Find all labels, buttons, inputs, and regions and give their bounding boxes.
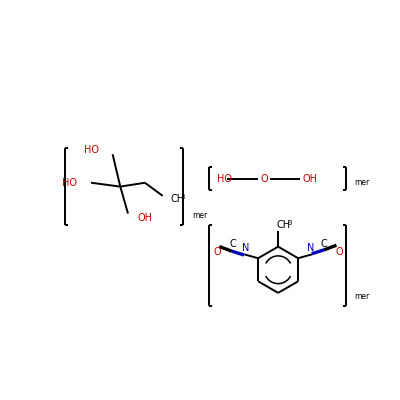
Text: O: O bbox=[214, 247, 221, 257]
Text: N: N bbox=[242, 243, 250, 253]
Text: 3: 3 bbox=[287, 220, 292, 226]
Text: mer: mer bbox=[354, 178, 370, 187]
Text: OH: OH bbox=[303, 174, 318, 184]
Text: HO: HO bbox=[84, 145, 99, 155]
Text: HO: HO bbox=[216, 174, 232, 184]
Text: O: O bbox=[260, 174, 268, 184]
Text: HO: HO bbox=[62, 178, 77, 188]
Text: CH: CH bbox=[170, 194, 184, 204]
Text: C: C bbox=[320, 239, 327, 249]
Text: O: O bbox=[335, 247, 343, 257]
Text: 3: 3 bbox=[180, 194, 185, 200]
Text: mer: mer bbox=[354, 292, 370, 301]
Text: OH: OH bbox=[137, 213, 152, 223]
Text: mer: mer bbox=[193, 212, 208, 220]
Text: CH: CH bbox=[277, 220, 291, 230]
Text: C: C bbox=[229, 239, 236, 249]
Text: N: N bbox=[307, 243, 314, 253]
